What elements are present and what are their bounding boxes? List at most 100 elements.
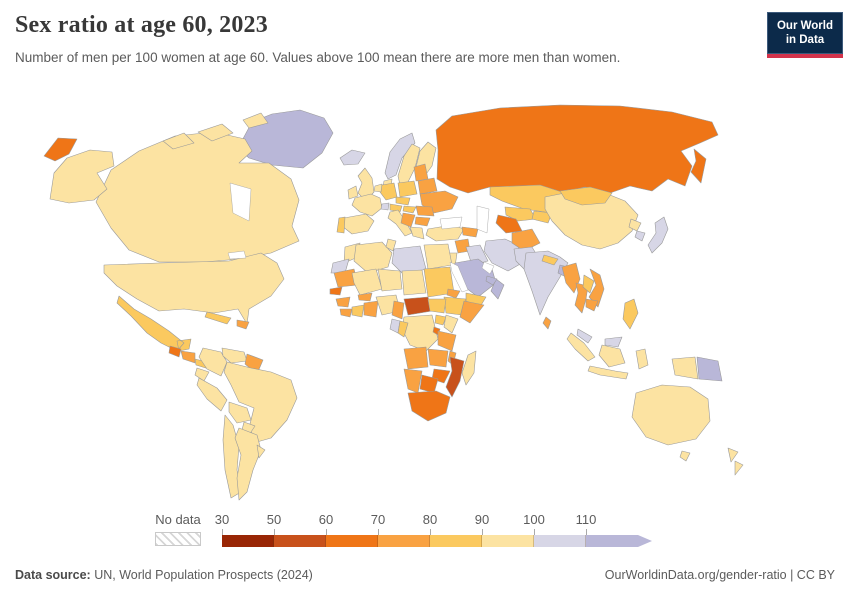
country-portugal[interactable] xyxy=(336,216,346,234)
footer-link[interactable]: OurWorldinData.org/gender-ratio | CC BY xyxy=(604,568,835,582)
country-new-zealand-south[interactable] xyxy=(734,460,744,476)
country-arctic-islands-3[interactable] xyxy=(162,132,195,150)
country-india[interactable] xyxy=(523,250,569,316)
country-guatemala[interactable] xyxy=(168,345,182,358)
country-south-africa[interactable] xyxy=(407,390,451,422)
country-west-new-guinea-indonesia[interactable] xyxy=(671,356,699,380)
country-mongolia[interactable] xyxy=(559,186,613,206)
country-burkina-faso[interactable] xyxy=(357,292,373,302)
country-bolivia[interactable] xyxy=(228,401,252,424)
country-tasmania[interactable] xyxy=(679,450,691,462)
legend-swatch-30-50[interactable] xyxy=(222,535,274,547)
country-tanzania[interactable] xyxy=(437,330,457,352)
country-kyrgyzstan-tajikistan[interactable] xyxy=(531,210,553,224)
country-philippines[interactable] xyxy=(622,298,639,330)
legend-swatch-80-90[interactable] xyxy=(430,535,482,547)
country-turkmenistan[interactable] xyxy=(495,214,523,234)
country-hungary[interactable] xyxy=(402,205,417,214)
country-chad[interactable] xyxy=(401,269,427,296)
country-mali[interactable] xyxy=(351,268,383,296)
country-niger[interactable] xyxy=(377,268,403,292)
country-guinea[interactable] xyxy=(335,296,351,308)
country-angola[interactable] xyxy=(403,346,429,370)
country-sierra-leone-liberia[interactable] xyxy=(339,308,353,318)
country-cuba[interactable] xyxy=(204,311,232,325)
country-hispaniola[interactable] xyxy=(236,319,250,330)
country-cambodia[interactable] xyxy=(585,298,599,312)
country-bulgaria[interactable] xyxy=(414,216,431,227)
country-norway[interactable] xyxy=(384,132,416,180)
country-somalia[interactable] xyxy=(459,300,485,324)
country-eritrea[interactable] xyxy=(446,288,461,299)
country-mozambique[interactable] xyxy=(445,356,465,398)
country-sri-lanka[interactable] xyxy=(542,316,552,330)
country-uae[interactable] xyxy=(485,275,498,286)
country-russia[interactable] xyxy=(435,104,719,194)
country-arctic-islands-2[interactable] xyxy=(242,112,269,129)
country-senegal[interactable] xyxy=(329,286,343,296)
legend-swatch-100-110[interactable] xyxy=(534,535,586,547)
country-france[interactable] xyxy=(351,193,383,217)
country-papua-new-guinea[interactable] xyxy=(696,356,723,382)
country-cameroon[interactable] xyxy=(391,300,405,320)
country-uzbekistan[interactable] xyxy=(504,206,537,222)
legend-swatch-90-100[interactable] xyxy=(482,535,534,547)
country-australia[interactable] xyxy=(631,384,711,446)
country-laos[interactable] xyxy=(582,274,595,294)
country-tunisia[interactable] xyxy=(385,238,397,252)
country-congo[interactable] xyxy=(397,320,409,338)
country-algeria[interactable] xyxy=(353,241,393,274)
country-namibia[interactable] xyxy=(403,368,423,394)
country-ecuador[interactable] xyxy=(194,367,210,382)
country-poland[interactable] xyxy=(397,180,418,198)
country-switzerland[interactable] xyxy=(380,202,390,211)
country-sumatra-indonesia[interactable] xyxy=(566,332,596,362)
country-iceland[interactable] xyxy=(339,149,366,166)
country-nepal[interactable] xyxy=(541,254,559,266)
country-germany[interactable] xyxy=(379,182,398,201)
country-belarus[interactable] xyxy=(417,177,438,195)
country-ireland[interactable] xyxy=(347,185,359,200)
country-japan[interactable] xyxy=(647,216,669,254)
country-kenya[interactable] xyxy=(443,314,459,334)
country-iran[interactable] xyxy=(483,238,523,272)
country-sulawesi-indonesia[interactable] xyxy=(635,348,649,370)
country-honduras-nicaragua[interactable] xyxy=(180,350,196,364)
country-drc[interactable] xyxy=(401,314,439,352)
country-venezuela[interactable] xyxy=(221,347,248,364)
legend-swatch-60-70[interactable] xyxy=(326,535,378,547)
owid-logo[interactable]: Our World in Data xyxy=(767,12,843,58)
country-kalimantan-indonesia[interactable] xyxy=(598,344,626,368)
country-caucasus[interactable] xyxy=(461,226,479,238)
country-zambia[interactable] xyxy=(427,348,449,368)
country-peru[interactable] xyxy=(196,377,228,412)
country-java-indonesia[interactable] xyxy=(587,365,629,380)
country-central-african-republic[interactable] xyxy=(403,296,433,316)
country-greece[interactable] xyxy=(409,226,425,240)
country-ghana-togo-benin[interactable] xyxy=(363,300,379,318)
legend-swatch-110+[interactable] xyxy=(586,535,652,547)
country-colombia[interactable] xyxy=(198,347,228,377)
country-czech-slovakia[interactable] xyxy=(395,196,411,206)
country-brazil[interactable] xyxy=(223,361,298,443)
country-uganda[interactable] xyxy=(434,314,447,326)
country-egypt[interactable] xyxy=(423,243,453,270)
country-kamchatka-russia[interactable] xyxy=(690,148,707,184)
no-data-swatch[interactable] xyxy=(155,532,201,546)
legend-swatch-70-80[interactable] xyxy=(378,535,430,547)
country-oman[interactable] xyxy=(490,278,505,300)
country-argentina[interactable] xyxy=(234,427,262,501)
country-vietnam[interactable] xyxy=(588,268,605,308)
country-alaska[interactable] xyxy=(49,149,115,204)
country-chukotka-russia[interactable] xyxy=(43,137,78,162)
country-benelux[interactable] xyxy=(373,183,383,193)
country-cote-divoire[interactable] xyxy=(351,304,365,318)
country-italy[interactable] xyxy=(387,209,413,237)
country-new-zealand-north[interactable] xyxy=(727,447,739,463)
legend-swatch-50-60[interactable] xyxy=(274,535,326,547)
country-madagascar[interactable] xyxy=(461,350,477,386)
country-uruguay[interactable] xyxy=(256,444,266,459)
country-south-korea[interactable] xyxy=(634,230,646,242)
country-malaysia-borneo[interactable] xyxy=(604,336,623,348)
country-romania[interactable] xyxy=(415,205,435,217)
